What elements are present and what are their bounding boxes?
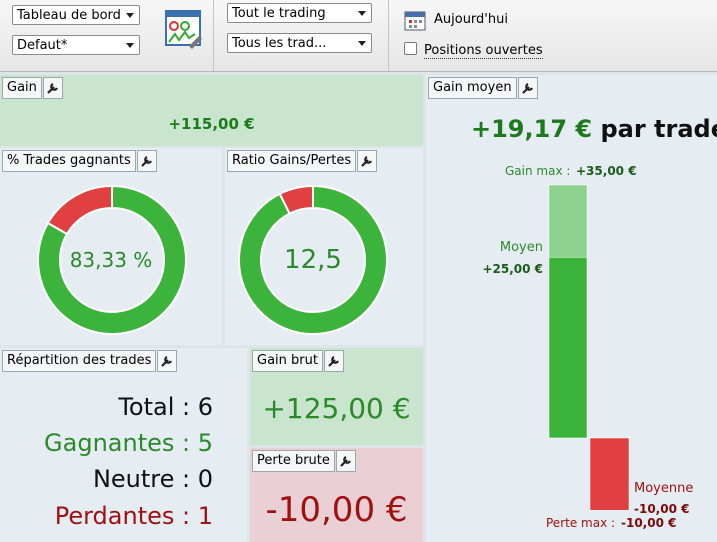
ratio-panel: Ratio Gains/Pertes 12,5	[225, 148, 423, 345]
total-line: Total : 6	[118, 393, 213, 421]
max-gain-label: Gain max :	[505, 164, 571, 178]
toolbar: Tableau de bord Defaut* Tout le trading …	[0, 0, 717, 72]
winning-line: Gagnantes : 5	[44, 429, 213, 457]
settings-button[interactable]	[518, 77, 538, 99]
average-gain-value: +19,17 € par trade	[471, 115, 717, 143]
average-gain-panel: Gain moyen +19,17 € par trade	[426, 75, 717, 542]
win-rate-panel: % Trades gagnants 83,33 %	[0, 148, 222, 345]
settings-button[interactable]	[336, 450, 356, 472]
bar	[589, 437, 630, 511]
chart-settings-icon[interactable]	[165, 10, 203, 50]
average-gain-amount: +19,17 €	[471, 115, 593, 143]
gain-panel: Gain +115,00 €	[0, 75, 423, 146]
preset-select[interactable]: Defaut*	[12, 35, 140, 55]
donut-loss-segment	[278, 184, 314, 215]
donut	[238, 184, 388, 335]
distribution-panel: Répartition des trades Total : 6 Gagnant…	[0, 348, 247, 542]
wrench-icon	[522, 83, 533, 94]
wrench-icon	[141, 156, 152, 167]
avg-win-value: +25,00 €	[482, 262, 543, 276]
donut-win-segment	[238, 184, 388, 335]
losing-line: Perdantes : 1	[54, 502, 213, 530]
separator	[388, 0, 389, 71]
settings-button[interactable]	[43, 77, 63, 99]
settings-button[interactable]	[137, 150, 157, 172]
max-gain-value: +35,00 €	[576, 164, 637, 178]
panel-title: Gain moyen	[428, 77, 517, 99]
average-gain-suffix: par trade	[600, 115, 717, 143]
wrench-icon	[361, 156, 372, 167]
wrench-icon	[340, 456, 351, 467]
max-loss-value: -10,00 €	[621, 516, 677, 530]
gain-value: +115,00 €	[168, 115, 255, 133]
avg-win-label: Moyen	[499, 240, 543, 255]
wrench-icon	[328, 356, 339, 367]
trades-select[interactable]: Tous les trad...	[227, 33, 372, 53]
panel-title: Perte brute	[252, 450, 335, 472]
ratio-label: 12,5	[284, 245, 342, 275]
donut	[37, 184, 187, 335]
settings-button[interactable]	[357, 150, 377, 172]
settings-button[interactable]	[324, 350, 344, 372]
gain-range-chart	[548, 184, 630, 511]
bar	[548, 257, 588, 439]
today-button[interactable]: Aujourd'hui	[434, 12, 508, 27]
avg-loss-label: Moyenne	[634, 481, 694, 496]
donut-win-segment	[37, 184, 187, 335]
gross-loss-panel: Perte brute -10,00 €	[250, 448, 423, 542]
wrench-icon	[47, 83, 58, 94]
win-rate-label: 83,33 %	[69, 248, 153, 272]
dashboard-select[interactable]: Tableau de bord	[12, 5, 140, 25]
panel-title: Gain brut	[252, 350, 323, 372]
settings-button[interactable]	[157, 350, 177, 372]
calendar-icon[interactable]	[404, 9, 428, 33]
panel-title: Répartition des trades	[2, 350, 157, 372]
gross-gain-panel: Gain brut +125,00 €	[250, 348, 423, 445]
panel-title: Ratio Gains/Pertes	[227, 150, 357, 172]
panel-title: % Trades gagnants	[2, 150, 136, 172]
open-positions-label[interactable]: Positions ouvertes	[424, 43, 543, 59]
gross-loss-value: -10,00 €	[265, 490, 408, 530]
wrench-icon	[161, 356, 172, 367]
separator	[213, 0, 214, 71]
donut-loss-segment	[46, 184, 113, 236]
panel-title: Gain	[2, 77, 42, 99]
gross-gain-value: +125,00 €	[262, 392, 411, 425]
neutral-line: Neutre : 0	[92, 465, 213, 493]
max-loss-label: Perte max :	[546, 516, 616, 530]
period-select[interactable]: Tout le trading	[227, 3, 372, 23]
avg-loss-value: -10,00 €	[634, 502, 690, 516]
open-positions-checkbox[interactable]	[404, 42, 417, 55]
